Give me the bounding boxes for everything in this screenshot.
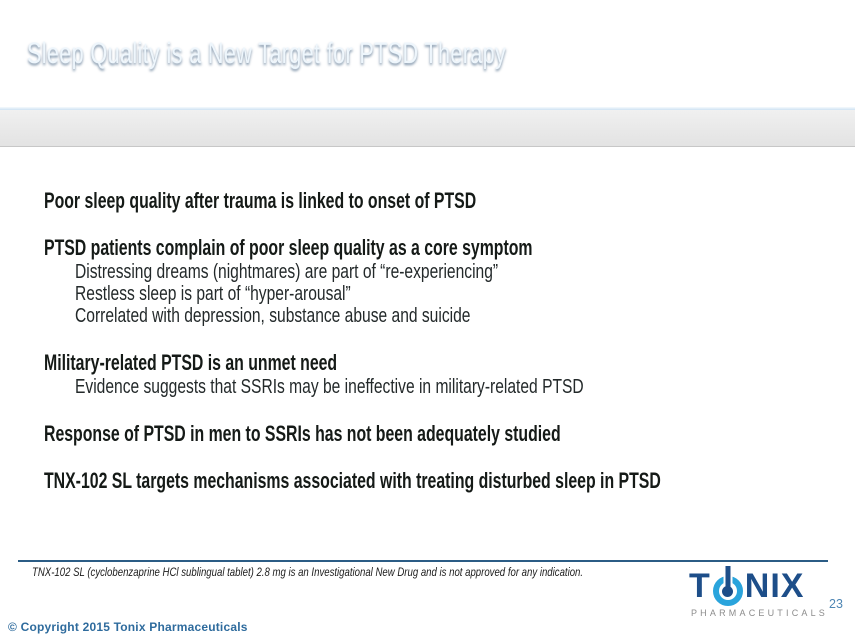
tonix-logo-word: T NIX — [689, 566, 828, 606]
page-number: 23 — [829, 597, 843, 611]
section-military-ptsd: Military-related PTSD is an unmet need E… — [44, 350, 834, 399]
sub-item: Correlated with depression, substance ab… — [75, 305, 471, 327]
footnote-divider — [18, 560, 828, 562]
logo-subtext: PHARMACEUTICALS — [690, 608, 828, 618]
section-core-symptom: PTSD patients complain of poor sleep qua… — [44, 235, 834, 328]
logo-letters-nix: NIX — [744, 567, 805, 605]
section-tnx-mechanisms: TNX-102 SL targets mechanisms associated… — [44, 470, 834, 492]
sub-item: Evidence suggests that SSRIs may be inef… — [75, 376, 584, 398]
o-dot-shape — [722, 586, 734, 597]
header-separator — [0, 107, 855, 110]
section-heading: TNX-102 SL targets mechanisms associated… — [44, 468, 661, 493]
slide-title: Sleep Quality is a New Target for PTSD T… — [27, 36, 507, 70]
slide-body: Poor sleep quality after trauma is linke… — [44, 190, 834, 517]
section-heading: Response of PTSD in men to SSRIs has not… — [44, 421, 561, 446]
tonix-o-icon — [712, 566, 743, 606]
section-heading: Poor sleep quality after trauma is linke… — [44, 188, 477, 213]
section-ssri-response: Response of PTSD in men to SSRIs has not… — [44, 423, 834, 445]
section-heading: PTSD patients complain of poor sleep qua… — [44, 235, 533, 260]
sub-item: Restless sleep is part of “hyper-arousal… — [75, 283, 351, 305]
header-gray-band — [0, 110, 855, 147]
section-subitems: Distressing dreams (nightmares) are part… — [44, 261, 834, 327]
o-rod-shape — [723, 566, 733, 588]
section-sleep-quality-onset: Poor sleep quality after trauma is linke… — [44, 190, 834, 212]
logo-letter-t: T — [688, 567, 711, 605]
copyright-text: © Copyright 2015 Tonix Pharmaceuticals — [8, 620, 248, 634]
tonix-logo: T NIX PHARMACEUTICALS — [689, 566, 828, 618]
section-subitems: Evidence suggests that SSRIs may be inef… — [44, 376, 834, 398]
header-bar: Sleep Quality is a New Target for PTSD T… — [0, 0, 855, 107]
sub-item: Distressing dreams (nightmares) are part… — [75, 261, 499, 283]
section-heading: Military-related PTSD is an unmet need — [44, 350, 338, 375]
footnote-text: TNX-102 SL (cyclobenzaprine HCl sublingu… — [32, 565, 584, 579]
